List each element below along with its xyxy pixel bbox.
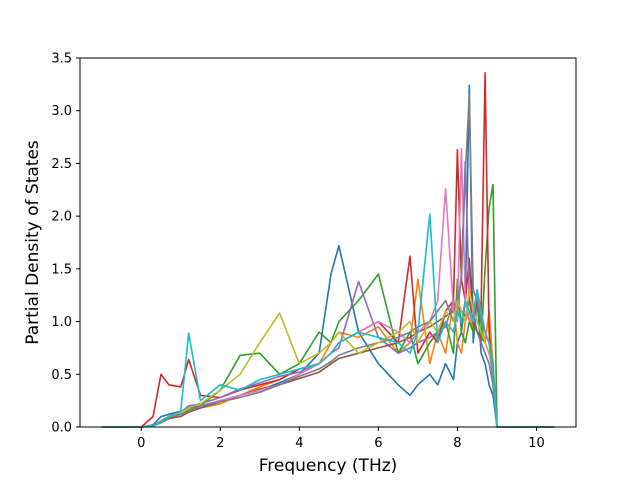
- y-tick-label: 2.5: [51, 157, 72, 172]
- y-tick-label: 3.0: [51, 104, 72, 119]
- series-line-3: [101, 183, 555, 428]
- series-layer: [101, 72, 555, 428]
- y-tick-label: 3.5: [51, 52, 72, 67]
- y-axis-title: Partial Density of States: [23, 140, 43, 345]
- series-line-10: [101, 213, 555, 428]
- y-tick-label: 0.5: [51, 368, 72, 383]
- y-tick-label: 1.5: [51, 262, 72, 277]
- x-tick-label: 10: [528, 436, 545, 451]
- x-tick-label: 0: [137, 436, 145, 451]
- tick-layer: 0 2 4 6 8 10 0.0 0.5 1.0 1.5 2.0 2.5 3.0 3.5: [51, 52, 544, 452]
- series-line-2: [101, 278, 555, 428]
- y-tick-label: 1.0: [51, 315, 72, 330]
- y-tick-label: 2.0: [51, 210, 72, 225]
- y-tick-label: 0.0: [51, 421, 72, 436]
- x-tick-label: 6: [374, 436, 382, 451]
- axes-frame: [79, 57, 577, 428]
- x-tick-label: 8: [453, 436, 461, 451]
- x-tick-label: 4: [295, 436, 303, 451]
- x-axis-title: Frequency (THz): [259, 456, 398, 476]
- series-line-8: [101, 94, 555, 428]
- series-line-6: [101, 299, 555, 428]
- series-line-5: [101, 160, 555, 428]
- series-line-9: [101, 289, 555, 428]
- x-tick-label: 2: [216, 436, 224, 451]
